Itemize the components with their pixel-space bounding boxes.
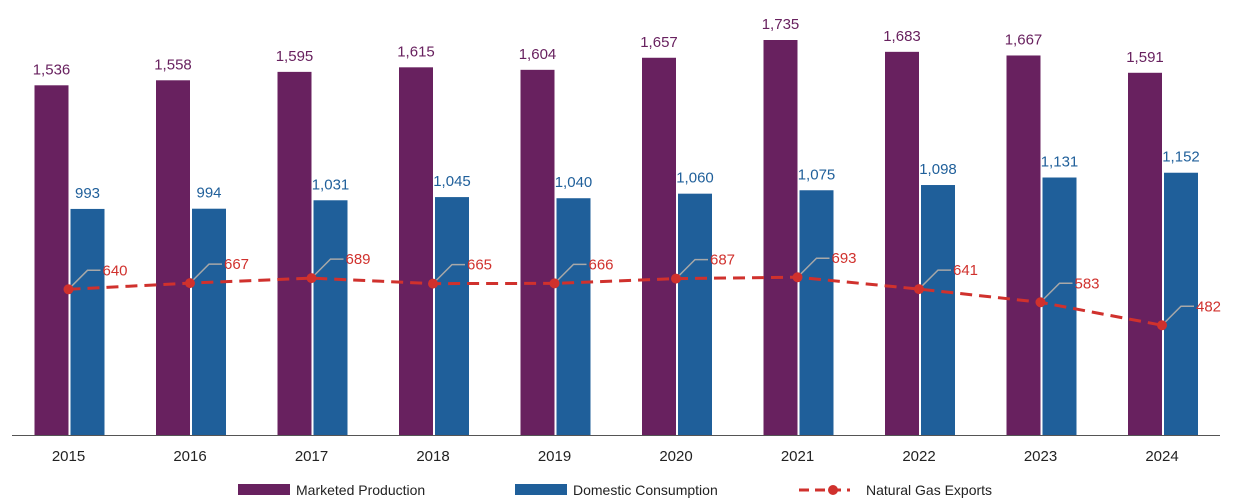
exports-leader-line xyxy=(796,257,830,278)
exports-leader-line xyxy=(310,258,344,279)
consumption-value-label: 1,075 xyxy=(798,166,836,183)
production-bar xyxy=(156,80,190,436)
production-value-label: 1,591 xyxy=(1126,49,1164,66)
production-value-label: 1,615 xyxy=(397,43,435,60)
exports-leader-line xyxy=(553,263,587,284)
production-value-label: 1,558 xyxy=(154,56,192,73)
consumption-bar xyxy=(435,197,469,435)
consumption-value-label: 1,045 xyxy=(433,173,471,190)
exports-point xyxy=(428,278,438,289)
exports-leader-line xyxy=(67,269,101,290)
exports-point xyxy=(185,278,195,289)
production-value-label: 1,667 xyxy=(1005,31,1043,48)
production-value-label: 1,536 xyxy=(33,61,71,78)
consumption-bar xyxy=(678,193,712,435)
production-bar xyxy=(399,67,433,435)
consumption-value-label: 1,152 xyxy=(1162,149,1200,166)
consumption-bar xyxy=(921,185,955,435)
exports-point xyxy=(1035,297,1046,308)
exports-point xyxy=(306,273,317,284)
consumption-bar xyxy=(799,190,834,435)
exports-value-label: 482 xyxy=(1196,298,1221,315)
x-tick-label: 2019 xyxy=(538,448,571,465)
legend-swatch-production xyxy=(238,484,290,495)
legend-label-consumption: Domestic Consumption xyxy=(573,482,718,498)
exports-line-layer: 640 667 689 665 666 687 693 641 583 482 xyxy=(63,250,1221,331)
production-value-label: 1,595 xyxy=(276,48,314,65)
exports-point xyxy=(63,284,74,295)
exports-line xyxy=(68,275,1163,327)
exports-point xyxy=(792,272,803,283)
legend-label-production: Marketed Production xyxy=(296,482,425,498)
production-bar xyxy=(34,85,69,435)
consumption-value-label: 1,060 xyxy=(676,170,714,187)
production-bar xyxy=(520,69,555,435)
exports-value-label: 641 xyxy=(953,262,978,279)
x-tick-label: 2023 xyxy=(1024,448,1057,465)
production-value-label: 1,735 xyxy=(762,16,800,33)
x-tick-label: 2022 xyxy=(902,448,935,465)
exports-value-label: 667 xyxy=(224,256,249,273)
production-value-label: 1,683 xyxy=(883,28,921,45)
consumption-value-label: 993 xyxy=(75,185,100,202)
x-tick-label: 2024 xyxy=(1145,448,1178,465)
exports-leader-line xyxy=(1039,282,1073,303)
production-value-label: 1,604 xyxy=(519,46,557,63)
x-tick-label: 2016 xyxy=(173,448,206,465)
exports-value-label: 689 xyxy=(346,251,371,268)
exports-leader-line xyxy=(1161,305,1194,326)
production-bar xyxy=(1128,72,1162,435)
legend: Marketed Production Domestic Consumption N… xyxy=(238,482,992,498)
production-bar xyxy=(277,71,312,435)
x-tick-label: 2017 xyxy=(295,448,328,465)
exports-leader-line xyxy=(675,258,708,280)
exports-value-label: 665 xyxy=(467,257,492,274)
exports-point xyxy=(1157,320,1167,331)
x-tick-label: 2021 xyxy=(781,448,814,465)
legend-swatch-consumption xyxy=(515,484,567,495)
consumption-value-label: 1,031 xyxy=(312,176,350,193)
x-tick-label: 2020 xyxy=(659,448,692,465)
consumption-value-label: 1,040 xyxy=(555,174,593,191)
exports-leader-line xyxy=(189,263,222,284)
legend-marker-exports xyxy=(828,485,838,495)
exports-point xyxy=(914,284,924,295)
exports-value-label: 640 xyxy=(103,262,128,279)
consumption-bar xyxy=(192,208,226,435)
consumption-bar xyxy=(70,208,105,435)
x-tick-label: 2018 xyxy=(416,448,449,465)
consumption-value-label: 994 xyxy=(196,185,221,202)
legend-label-exports: Natural Gas Exports xyxy=(866,482,992,498)
exports-value-label: 666 xyxy=(589,256,614,273)
consumption-value-label: 1,131 xyxy=(1041,154,1079,171)
exports-leader-line xyxy=(918,269,951,290)
exports-leader-line xyxy=(432,263,465,285)
production-bar xyxy=(642,57,676,435)
exports-value-label: 583 xyxy=(1075,275,1100,292)
production-bar xyxy=(885,51,919,435)
x-tick-label: 2015 xyxy=(52,448,85,465)
exports-point xyxy=(549,278,560,289)
exports-point xyxy=(671,273,681,284)
production-bar xyxy=(1006,55,1041,436)
consumption-bar xyxy=(313,200,348,435)
consumption-bar xyxy=(556,198,591,435)
production-value-label: 1,657 xyxy=(640,34,678,51)
exports-value-label: 693 xyxy=(832,250,857,267)
consumption-bar xyxy=(1164,172,1198,435)
bars-layer: 1,536 993 1,558 994 1,595 1,031 1,615 1,045 1,60… xyxy=(33,16,1200,436)
consumption-value-label: 1,098 xyxy=(919,161,957,178)
production-bar xyxy=(763,40,798,435)
x-tick-labels: 2015 2016 2017 2018 2019 2020 2021 2022 2023 2024 xyxy=(52,448,1179,465)
exports-value-label: 687 xyxy=(710,252,735,269)
